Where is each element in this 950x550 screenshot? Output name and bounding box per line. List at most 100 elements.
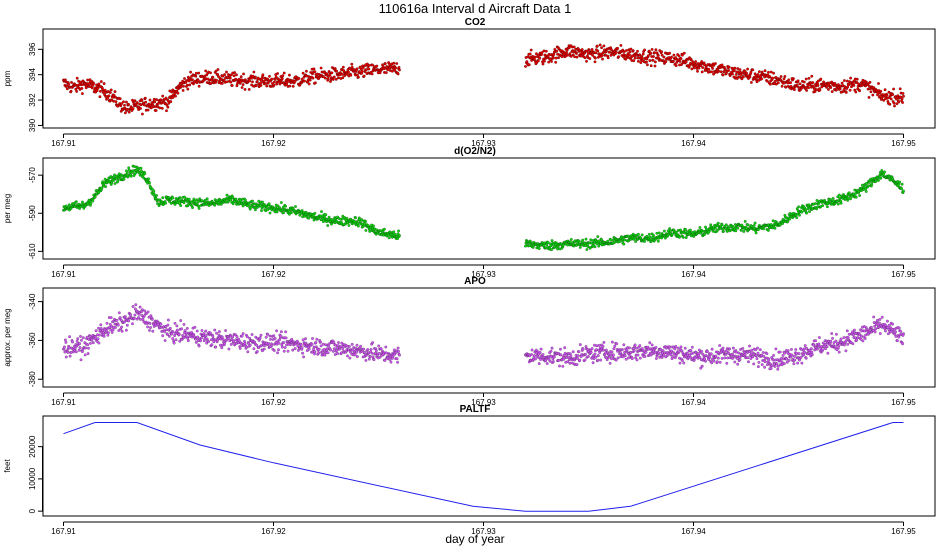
data-point	[392, 230, 396, 234]
data-point	[838, 196, 842, 200]
data-point	[120, 325, 124, 329]
data-point	[584, 352, 588, 356]
data-point	[168, 326, 172, 330]
data-point	[594, 51, 598, 55]
data-point	[334, 343, 338, 347]
data-point	[377, 344, 381, 348]
data-point	[180, 327, 184, 331]
data-point	[254, 84, 258, 88]
data-point	[572, 45, 576, 49]
data-point	[831, 196, 835, 200]
data-point	[330, 71, 334, 75]
data-point	[671, 59, 675, 63]
data-point	[530, 348, 534, 352]
data-point	[784, 85, 788, 89]
data-point	[105, 321, 109, 325]
data-point	[650, 343, 654, 347]
data-point	[142, 103, 146, 107]
data-point	[772, 71, 776, 75]
data-point	[738, 358, 742, 362]
data-point	[596, 358, 600, 362]
data-point	[328, 73, 332, 77]
data-point	[372, 358, 376, 362]
data-point	[603, 53, 607, 57]
data-point	[602, 348, 606, 352]
data-point	[214, 69, 218, 73]
data-point	[732, 68, 736, 72]
data-point	[350, 65, 354, 69]
data-point	[614, 358, 618, 362]
data-point	[578, 358, 582, 362]
data-point	[340, 72, 344, 76]
data-point	[568, 240, 572, 244]
data-point	[250, 80, 254, 84]
data-point	[152, 97, 156, 101]
data-point	[664, 60, 668, 64]
data-point	[70, 340, 74, 344]
data-point	[369, 347, 373, 351]
data-point	[533, 357, 537, 361]
data-point	[872, 315, 876, 319]
data-point	[789, 84, 793, 88]
data-point	[355, 350, 359, 354]
data-point	[246, 350, 250, 354]
data-point	[370, 72, 374, 76]
data-point	[583, 358, 587, 362]
data-point	[107, 94, 111, 98]
data-point	[680, 359, 684, 363]
data-point	[124, 100, 128, 104]
data-point	[65, 87, 69, 91]
data-point	[131, 107, 135, 111]
data-point	[684, 60, 688, 64]
data-point	[155, 193, 159, 197]
data-point	[839, 337, 843, 341]
data-point	[641, 52, 645, 56]
data-point	[891, 322, 895, 326]
x-tick-label: 167.94	[681, 139, 706, 148]
data-point	[889, 97, 893, 101]
data-point	[681, 235, 685, 239]
data-point	[816, 347, 820, 351]
data-point	[133, 313, 137, 317]
data-point	[829, 86, 833, 90]
data-point	[337, 76, 341, 80]
data-point	[147, 177, 151, 181]
data-point	[62, 345, 66, 349]
data-point	[90, 86, 94, 90]
data-point	[838, 87, 842, 91]
data-point	[550, 346, 554, 350]
data-point	[837, 344, 841, 348]
data-point	[96, 326, 100, 330]
data-point	[844, 339, 848, 343]
data-point	[379, 347, 383, 351]
data-point	[661, 349, 665, 353]
data-point	[811, 81, 815, 85]
data-point	[397, 229, 401, 233]
data-point	[897, 100, 901, 104]
data-point	[792, 362, 796, 366]
data-point	[678, 235, 682, 239]
data-point	[208, 331, 212, 335]
data-point	[282, 341, 286, 345]
data-point	[96, 86, 100, 90]
data-point	[798, 213, 802, 217]
data-point	[590, 47, 594, 51]
data-point	[768, 82, 772, 86]
data-point	[262, 347, 266, 351]
data-point	[368, 355, 372, 359]
data-point	[605, 358, 609, 362]
data-point	[93, 195, 97, 199]
data-point	[251, 74, 255, 78]
series-line	[63, 422, 904, 512]
data-point	[623, 354, 627, 358]
data-point	[388, 358, 392, 362]
data-point	[770, 364, 774, 368]
data-point	[700, 60, 704, 64]
data-point	[600, 46, 604, 50]
data-point	[591, 53, 595, 57]
data-point	[662, 229, 666, 233]
data-point	[282, 210, 286, 214]
data-point	[595, 44, 599, 48]
data-point	[148, 326, 152, 330]
